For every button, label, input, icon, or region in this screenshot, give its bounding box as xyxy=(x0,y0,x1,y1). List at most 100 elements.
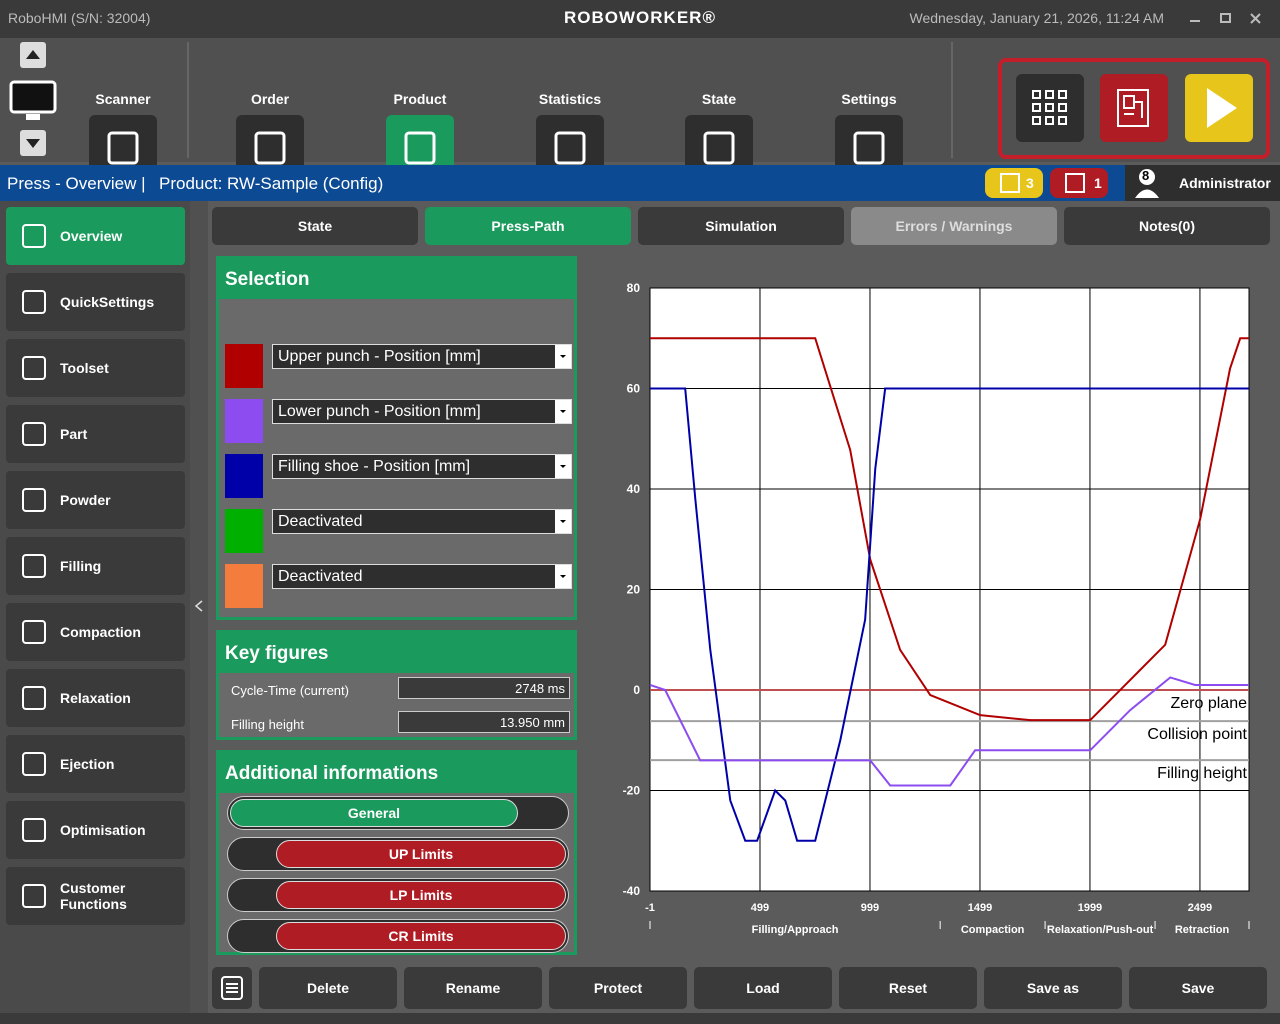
tab[interactable]: State xyxy=(212,207,418,245)
toggle-fill[interactable]: UP Limits xyxy=(276,840,566,868)
series-line xyxy=(649,676,1249,787)
monitor-icon[interactable] xyxy=(8,80,58,124)
toggle-label: LP Limits xyxy=(389,887,453,903)
sidebar-label: Filling xyxy=(60,558,102,574)
panel-title: Selection xyxy=(219,259,574,299)
dropdown[interactable]: Deactivated xyxy=(272,509,572,534)
dropdown[interactable]: Filling shoe - Position [mm] xyxy=(272,454,572,479)
sidebar-button[interactable]: Relaxation xyxy=(6,669,185,727)
tab[interactable]: Errors / Warnings xyxy=(851,207,1057,245)
toolbar-label: Statistics xyxy=(538,91,602,107)
reference-label: Filling height xyxy=(1157,765,1247,782)
series-line xyxy=(650,337,1249,722)
dropdown-arrow[interactable] xyxy=(555,510,571,533)
dropdown-arrow[interactable] xyxy=(555,345,571,368)
sidebar-label: Ejection xyxy=(60,756,115,772)
dropdown[interactable]: Lower punch - Position [mm] xyxy=(272,399,572,424)
sidebar-icon xyxy=(22,818,46,842)
toggle-fill[interactable]: CR Limits xyxy=(276,922,566,950)
action-button[interactable]: Delete xyxy=(259,967,397,1009)
start-button[interactable] xyxy=(1185,74,1253,142)
toggle-button[interactable]: UP Limits xyxy=(227,837,569,871)
press-button[interactable] xyxy=(1100,74,1168,142)
color-swatch[interactable] xyxy=(225,454,263,498)
x-tick-label: 499 xyxy=(751,902,769,914)
action-button[interactable]: Save as xyxy=(984,967,1122,1009)
sidebar-button[interactable]: Customer Functions xyxy=(6,867,185,925)
x-tick-label: 2499 xyxy=(1188,902,1212,914)
x-tick-label: -1 xyxy=(645,902,655,914)
phase-label: Relaxation/Push-out xyxy=(1047,924,1154,936)
collapse-handle[interactable] xyxy=(190,201,208,1013)
scroll-up[interactable] xyxy=(20,42,46,68)
sidebar-icon xyxy=(22,422,46,446)
y-tick-label: 20 xyxy=(627,583,641,597)
user-box[interactable]: 8 Administrator xyxy=(1125,165,1280,201)
sidebar-button[interactable]: Part xyxy=(6,405,185,463)
sidebar-button[interactable]: Overview xyxy=(6,207,185,265)
toggle-fill[interactable]: General xyxy=(230,799,518,827)
dropdown-label: Deactivated xyxy=(278,568,363,585)
action-button[interactable]: Reset xyxy=(839,967,977,1009)
sidebar-label: Relaxation xyxy=(60,690,131,706)
sidebar-label: Toolset xyxy=(60,360,109,376)
header-bar: Press - Overview | Product: RW-Sample (C… xyxy=(0,165,1280,201)
figure-value: 13.950 mm xyxy=(398,711,570,733)
dropdown-arrow[interactable] xyxy=(555,400,571,423)
action-button[interactable]: Rename xyxy=(404,967,542,1009)
dropdown-label: Lower punch - Position [mm] xyxy=(278,403,481,420)
toggle-button[interactable]: CR Limits xyxy=(227,919,569,953)
tab[interactable]: Simulation xyxy=(638,207,844,245)
x-tick-label: 1999 xyxy=(1078,902,1102,914)
maximize[interactable] xyxy=(1220,13,1231,23)
sidebar-button[interactable]: Toolset xyxy=(6,339,185,397)
action-button[interactable]: Save xyxy=(1129,967,1267,1009)
tab[interactable]: Notes(0) xyxy=(1064,207,1270,245)
key-figures-panel: Key figures Cycle-Time (current) 2748 ms F… xyxy=(216,630,577,740)
color-swatch[interactable] xyxy=(225,399,263,443)
scroll-down[interactable] xyxy=(20,130,46,156)
settings-list-button[interactable] xyxy=(212,967,252,1009)
color-swatch[interactable] xyxy=(225,509,263,553)
apps-button[interactable] xyxy=(1016,74,1084,142)
errors-badge[interactable]: 1 xyxy=(1050,168,1108,198)
warnings-badge[interactable]: 3 xyxy=(985,168,1043,198)
dropdown[interactable]: Upper punch - Position [mm] xyxy=(272,344,572,369)
toggle-label: CR Limits xyxy=(388,928,454,944)
figure-value: 2748 ms xyxy=(398,677,570,699)
sidebar-button[interactable]: Powder xyxy=(6,471,185,529)
sidebar-button[interactable]: Filling xyxy=(6,537,185,595)
toolbar-label: State xyxy=(701,91,737,107)
y-tick-label: -20 xyxy=(623,784,641,798)
sidebar-label: Overview xyxy=(60,228,123,244)
action-button[interactable]: Load xyxy=(694,967,832,1009)
reference-label: Zero plane xyxy=(1171,695,1248,712)
x-tick-label: 1499 xyxy=(968,902,992,914)
series-line xyxy=(650,387,1249,842)
toolbar: Scanner Order Product Statistics State Settin… xyxy=(0,38,1280,183)
toggle-button[interactable]: General xyxy=(227,796,569,830)
color-swatch[interactable] xyxy=(225,344,263,388)
sidebar-button[interactable]: Optimisation xyxy=(6,801,185,859)
sidebar-button[interactable]: Compaction xyxy=(6,603,185,661)
sidebar-button[interactable]: QuickSettings xyxy=(6,273,185,331)
user-icon xyxy=(1135,169,1159,198)
color-swatch[interactable] xyxy=(225,564,263,608)
toolbar-label: Order xyxy=(250,91,290,107)
close[interactable] xyxy=(1250,13,1261,24)
dropdown-arrow[interactable] xyxy=(555,565,571,588)
error-icon xyxy=(1065,173,1085,193)
sidebar-icon xyxy=(22,356,46,380)
title-bar: RoboHMI (S/N: 32004) ROBOWORKER® Wednesd… xyxy=(0,0,1280,38)
minimize[interactable] xyxy=(1190,20,1200,22)
toggle-button[interactable]: LP Limits xyxy=(227,878,569,912)
sidebar-button[interactable]: Ejection xyxy=(6,735,185,793)
tab[interactable]: Press-Path xyxy=(425,207,631,245)
toggle-fill[interactable]: LP Limits xyxy=(276,881,566,909)
dropdown-label: Deactivated xyxy=(278,513,363,530)
app-name: RoboHMI (S/N: 32004) xyxy=(8,10,151,26)
figure-label: Cycle-Time (current) xyxy=(231,683,349,698)
dropdown-arrow[interactable] xyxy=(555,455,571,478)
action-button[interactable]: Protect xyxy=(549,967,687,1009)
dropdown[interactable]: Deactivated xyxy=(272,564,572,589)
